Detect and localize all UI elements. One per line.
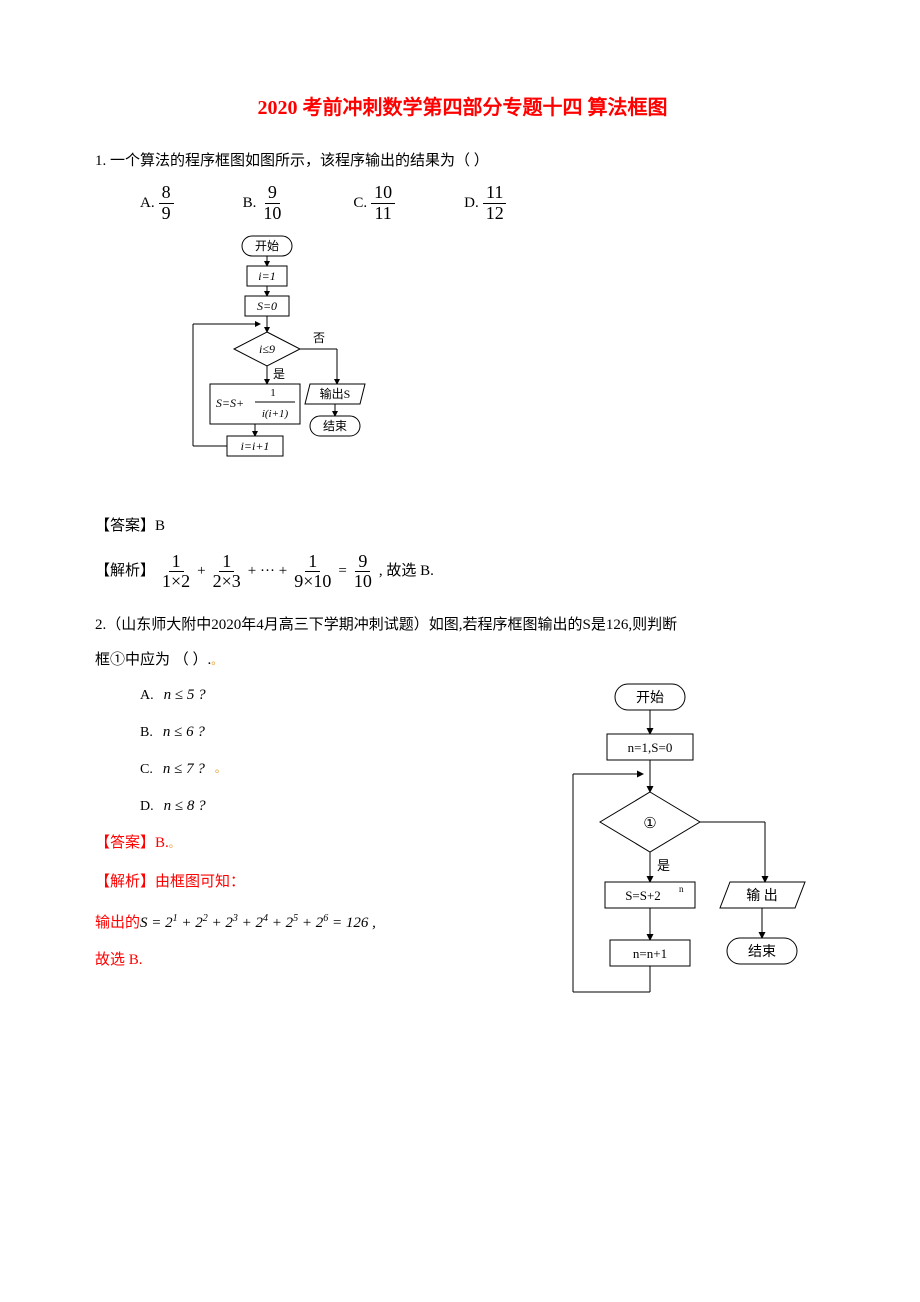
sol-equation: S = 21 + 22 + 23 + 24 + 25 + 26 = 126 , — [140, 910, 376, 937]
fraction: 9 10 — [260, 183, 284, 224]
q2-solution-line3: 故选 B. — [95, 947, 525, 974]
svg-text:i≤9: i≤9 — [259, 342, 275, 356]
choice-label: C. — [353, 190, 367, 217]
svg-text:S=S+2: S=S+2 — [625, 888, 661, 903]
svg-text:结束: 结束 — [748, 944, 776, 960]
fraction: 10 11 — [371, 183, 395, 224]
q2-answer: 【答案】B.。 — [95, 830, 525, 857]
answer-label: 【答案】 — [95, 835, 155, 851]
plus: + — [197, 558, 205, 585]
q1-choices: A. 8 9 B. 9 10 C. 10 11 D. 11 12 — [95, 183, 830, 224]
page-title: 2020 考前冲刺数学第四部分专题十四 算法框图 — [95, 90, 830, 126]
svg-text:i=1: i=1 — [258, 269, 275, 283]
marker-dot: 。 — [211, 655, 222, 667]
q2-stem-2: 框①中应为 （ ）.。 — [95, 647, 830, 674]
svg-text:i(i+1): i(i+1) — [262, 408, 289, 420]
fraction: 8 9 — [159, 183, 174, 224]
q2-solution-line1: 【解析】由框图可知： — [95, 869, 525, 896]
svg-text:n: n — [679, 884, 684, 894]
q2-choice-b: B. n ≤ 6 ? — [95, 719, 525, 746]
choice-expr: n ≤ 7 ? — [163, 756, 205, 783]
choice-label: B. — [243, 190, 257, 217]
choice-label: C. — [140, 757, 153, 782]
svg-text:n=1,S=0: n=1,S=0 — [628, 740, 673, 755]
answer-value: B. — [155, 835, 169, 851]
choice-label: B. — [140, 720, 153, 745]
answer-value: B — [155, 518, 165, 534]
svg-text:1: 1 — [270, 387, 276, 399]
sol-pre: 输出的 — [95, 910, 140, 937]
q1-stem: 1. 一个算法的程序框图如图所示，该程序输出的结果为（ ） — [95, 148, 830, 175]
q2-solution-line2: 输出的 S = 21 + 22 + 23 + 24 + 25 + 26 = 12… — [95, 910, 525, 937]
q2-stem-1: 2.（山东师大附中2020年4月高三下学期冲刺试题）如图,若程序框图输出的S是1… — [95, 612, 830, 639]
choice-label: A. — [140, 683, 154, 708]
choice-expr: n ≤ 5 ? — [164, 682, 206, 709]
svg-text:是: 是 — [273, 367, 285, 381]
choice-label: A. — [140, 190, 155, 217]
svg-text:S=S+: S=S+ — [216, 396, 244, 410]
solution-tail: , 故选 B. — [379, 558, 434, 585]
plus: + ··· + — [248, 558, 287, 585]
q2-choice-a: A. n ≤ 5 ? — [95, 682, 525, 709]
solution-text: 由框图可知： — [155, 874, 245, 890]
svg-text:是: 是 — [657, 858, 670, 873]
q2-choices: A. n ≤ 5 ? B. n ≤ 6 ? C. n ≤ 7 ? 。 D. n … — [95, 682, 525, 820]
choice-label: D. — [140, 794, 154, 819]
q1-answer: 【答案】B — [95, 513, 830, 540]
fraction: 11 12 — [483, 183, 507, 224]
svg-text:结束: 结束 — [323, 419, 347, 433]
marker-dot: 。 — [215, 760, 226, 780]
q1-choice-b: B. 9 10 — [243, 183, 289, 224]
svg-text:输出S: 输出S — [320, 386, 351, 401]
svg-text:S=0: S=0 — [257, 299, 277, 313]
solution-label: 【解析】 — [95, 558, 155, 585]
q1-flowchart: 开始 i=1 S=0 i≤9 否 是 输出S 结束 S=S+ 1 i(i+1) — [155, 234, 830, 499]
q2-flowchart: 开始 n=1,S=0 ① 是 输 出 结束 S=S+2 n n=n — [555, 682, 830, 1052]
q1-choice-d: D. 11 12 — [464, 183, 511, 224]
fraction: 1 2×3 — [210, 552, 244, 593]
q1-solution: 【解析】 1 1×2 + 1 2×3 + ··· + 1 9×10 = 9 10… — [95, 552, 830, 593]
equals: = — [338, 558, 346, 585]
svg-text:开始: 开始 — [636, 690, 664, 706]
fraction: 1 1×2 — [159, 552, 193, 593]
answer-label: 【答案】 — [95, 518, 155, 534]
solution-label: 【解析】 — [95, 874, 155, 890]
svg-text:开始: 开始 — [255, 239, 279, 253]
fraction: 1 9×10 — [291, 552, 334, 593]
q1-choice-c: C. 10 11 — [353, 183, 399, 224]
svg-text:i=i+1: i=i+1 — [241, 439, 270, 453]
svg-text:n=n+1: n=n+1 — [633, 946, 667, 961]
choice-expr: n ≤ 6 ? — [163, 719, 205, 746]
svg-text:输 出: 输 出 — [746, 888, 778, 904]
marker-dot: 。 — [169, 838, 180, 850]
fraction: 9 10 — [351, 552, 375, 593]
svg-text:否: 否 — [313, 331, 325, 345]
svg-text:①: ① — [643, 816, 656, 832]
q2-choice-c: C. n ≤ 7 ? 。 — [95, 756, 525, 783]
choice-expr: n ≤ 8 ? — [164, 793, 206, 820]
q2-choice-d: D. n ≤ 8 ? — [95, 793, 525, 820]
q1-choice-a: A. 8 9 — [140, 183, 178, 224]
choice-label: D. — [464, 190, 479, 217]
